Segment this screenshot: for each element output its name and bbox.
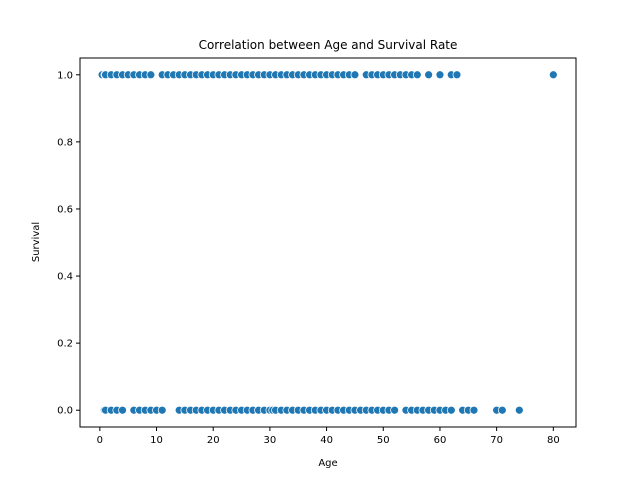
- scatter-point: [514, 405, 524, 415]
- scatter-point: [157, 405, 167, 415]
- scatter-point: [118, 405, 127, 415]
- y-axis: 0.0 0.2 0.4 0.6 0.8 1.0: [57, 70, 80, 417]
- y-tick-label: 0.6: [57, 204, 73, 215]
- y-tick-label: 0.4: [57, 272, 73, 283]
- axes-frame: [79, 57, 577, 428]
- x-tick-label: 50: [377, 435, 390, 446]
- x-tick-label: 20: [207, 435, 220, 446]
- x-axis: 0 10 20 30 40 50 60 70 80: [97, 427, 560, 446]
- chart-title: Correlation between Age and Survival Rat…: [199, 38, 458, 52]
- y-tick-label: 0.8: [57, 137, 73, 148]
- x-tick-label: 80: [547, 435, 560, 446]
- x-tick-label: 60: [434, 435, 447, 446]
- scatter-point: [469, 405, 479, 415]
- scatter-point: [548, 70, 558, 80]
- scatter-point: [446, 405, 456, 415]
- scatter-point: [497, 405, 507, 415]
- x-tick-label: 10: [150, 435, 163, 446]
- y-tick-label: 0.2: [57, 339, 73, 350]
- x-axis-label: Age: [318, 458, 337, 469]
- y-axis-label: Survival: [31, 222, 42, 262]
- scatter-point: [452, 70, 462, 80]
- x-tick-label: 0: [97, 435, 103, 446]
- y-tick-label: 0.0: [57, 406, 73, 417]
- scatter-point: [412, 70, 422, 80]
- scatter-point: [435, 70, 445, 80]
- scatter-point: [350, 70, 360, 80]
- data-points: [97, 70, 558, 415]
- x-tick-label: 70: [490, 435, 503, 446]
- x-tick-label: 30: [264, 435, 277, 446]
- x-tick-label: 40: [320, 435, 333, 446]
- scatter-point: [390, 405, 399, 415]
- y-tick-label: 1.0: [57, 70, 73, 81]
- scatter-point: [424, 70, 433, 80]
- scatter-point: [146, 70, 156, 80]
